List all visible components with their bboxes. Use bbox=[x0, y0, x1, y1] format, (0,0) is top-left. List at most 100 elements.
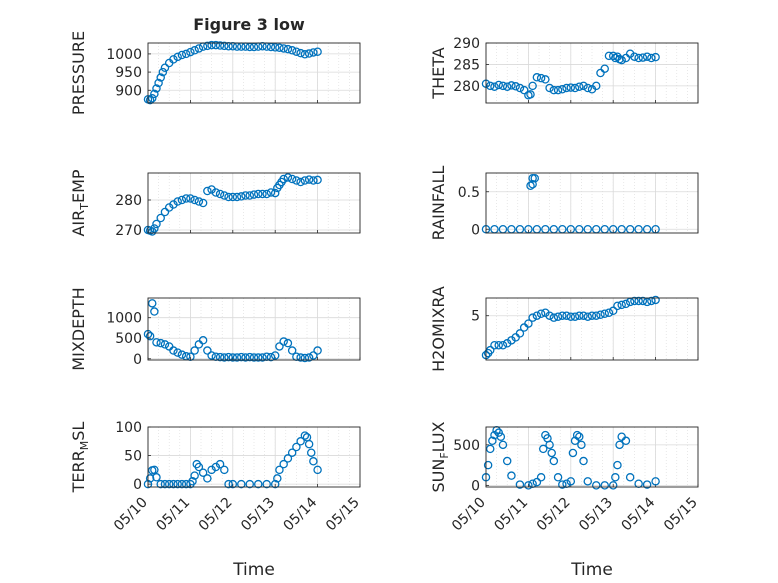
y-tick-label: 100 bbox=[115, 420, 142, 436]
data-point bbox=[215, 189, 225, 199]
data-point bbox=[642, 480, 652, 489]
data-point bbox=[494, 80, 503, 90]
data-point bbox=[273, 474, 282, 483]
data-point bbox=[147, 94, 157, 103]
axes-box bbox=[147, 426, 361, 488]
data-point bbox=[553, 312, 563, 321]
data-point bbox=[287, 448, 297, 457]
data-point bbox=[147, 299, 157, 308]
data-point bbox=[528, 81, 537, 91]
y-tick-label: 0 bbox=[133, 352, 142, 368]
data-point bbox=[173, 479, 182, 489]
data-point bbox=[613, 460, 622, 470]
data-point bbox=[224, 192, 233, 202]
data-point bbox=[532, 73, 542, 82]
data-point bbox=[279, 44, 288, 53]
data-point bbox=[211, 40, 221, 50]
axes-box bbox=[485, 42, 699, 104]
data-point bbox=[169, 55, 178, 64]
data-point bbox=[296, 437, 305, 446]
data-point bbox=[262, 189, 271, 199]
data-point bbox=[528, 173, 537, 183]
y-tick-label: 5 bbox=[471, 309, 480, 325]
data-point bbox=[549, 456, 559, 466]
data-point bbox=[532, 477, 542, 487]
data-point bbox=[198, 468, 208, 477]
data-point bbox=[188, 477, 197, 486]
data-point bbox=[621, 53, 631, 63]
data-point bbox=[515, 329, 525, 338]
data-point bbox=[651, 477, 660, 486]
x-axis-label: Time bbox=[570, 560, 613, 580]
y-tick-label: 1000 bbox=[106, 47, 142, 63]
data-point bbox=[287, 46, 297, 55]
data-point bbox=[164, 479, 174, 489]
data-point bbox=[545, 440, 554, 450]
data-point bbox=[287, 174, 297, 184]
data-point bbox=[502, 456, 512, 466]
data-point bbox=[283, 338, 293, 348]
data-point bbox=[600, 64, 609, 73]
data-point bbox=[538, 444, 548, 454]
data-point bbox=[634, 296, 643, 306]
data-point bbox=[245, 479, 255, 489]
data-point bbox=[642, 52, 652, 61]
data-point bbox=[279, 337, 288, 346]
data-point bbox=[507, 471, 516, 480]
data-point bbox=[241, 353, 250, 362]
data-point bbox=[160, 340, 170, 349]
data-point bbox=[150, 224, 159, 233]
data-point bbox=[145, 474, 155, 483]
data-point bbox=[532, 311, 542, 320]
subplot-6: 5 H2OMIXRA bbox=[429, 286, 699, 372]
data-point bbox=[177, 195, 187, 205]
data-point bbox=[300, 353, 310, 363]
data-point bbox=[253, 353, 263, 362]
data-point bbox=[617, 300, 626, 310]
y-axis-label: TERRMSL bbox=[69, 422, 91, 494]
data-point bbox=[511, 82, 520, 91]
axes-box bbox=[485, 297, 699, 361]
data-point bbox=[621, 436, 631, 446]
data-point bbox=[498, 81, 508, 91]
data-point bbox=[215, 459, 225, 469]
data-point bbox=[313, 47, 322, 56]
data-point bbox=[562, 311, 571, 320]
data-point bbox=[309, 176, 318, 185]
data-point bbox=[181, 49, 191, 59]
data-point bbox=[186, 47, 195, 57]
data-point bbox=[145, 95, 155, 105]
data-point bbox=[545, 311, 554, 320]
data-point bbox=[220, 465, 229, 475]
data-point bbox=[591, 311, 601, 320]
data-point bbox=[304, 353, 314, 362]
data-point bbox=[154, 78, 163, 88]
data-point bbox=[215, 41, 225, 50]
data-point bbox=[536, 309, 546, 318]
y-tick-label: 950 bbox=[115, 65, 142, 81]
data-point bbox=[309, 457, 318, 466]
data-point bbox=[296, 48, 305, 58]
y-axis-label: RAINFALL bbox=[429, 166, 448, 241]
data-point bbox=[224, 479, 233, 489]
data-point bbox=[494, 428, 503, 437]
data-point bbox=[173, 348, 182, 357]
data-point bbox=[545, 83, 554, 93]
data-point bbox=[270, 479, 280, 489]
data-point bbox=[245, 191, 255, 200]
axes-box bbox=[147, 42, 361, 104]
data-point bbox=[591, 481, 601, 490]
data-point bbox=[275, 342, 284, 351]
data-point bbox=[579, 311, 588, 320]
data-point bbox=[313, 346, 322, 355]
data-point bbox=[638, 53, 648, 62]
y-tick-label: 290 bbox=[453, 36, 480, 52]
data-point bbox=[591, 81, 601, 91]
data-point bbox=[275, 43, 284, 52]
data-point bbox=[485, 81, 495, 91]
axes-box bbox=[485, 172, 699, 234]
data-point bbox=[524, 481, 533, 490]
data-point bbox=[152, 84, 161, 93]
data-point bbox=[169, 346, 178, 355]
